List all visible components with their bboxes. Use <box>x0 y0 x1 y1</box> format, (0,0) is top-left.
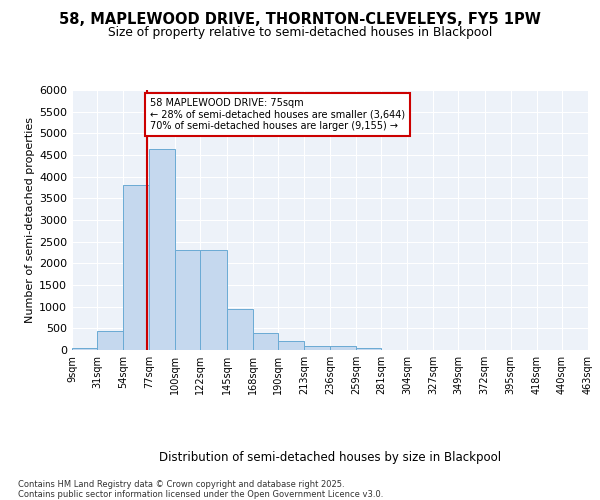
Bar <box>330 346 356 350</box>
Bar <box>227 309 253 350</box>
Bar <box>253 332 278 350</box>
Bar <box>149 148 175 350</box>
Text: 58, MAPLEWOOD DRIVE, THORNTON-CLEVELEYS, FY5 1PW: 58, MAPLEWOOD DRIVE, THORNTON-CLEVELEYS,… <box>59 12 541 28</box>
Text: Distribution of semi-detached houses by size in Blackpool: Distribution of semi-detached houses by … <box>159 451 501 464</box>
Bar <box>356 348 381 350</box>
Y-axis label: Number of semi-detached properties: Number of semi-detached properties <box>25 117 35 323</box>
Bar <box>304 346 330 350</box>
Text: 58 MAPLEWOOD DRIVE: 75sqm
← 28% of semi-detached houses are smaller (3,644)
70% : 58 MAPLEWOOD DRIVE: 75sqm ← 28% of semi-… <box>150 98 405 131</box>
Bar <box>200 250 227 350</box>
Text: Size of property relative to semi-detached houses in Blackpool: Size of property relative to semi-detach… <box>108 26 492 39</box>
Bar <box>175 250 200 350</box>
Bar <box>72 348 97 350</box>
Text: Contains HM Land Registry data © Crown copyright and database right 2025.
Contai: Contains HM Land Registry data © Crown c… <box>18 480 383 499</box>
Bar <box>278 342 304 350</box>
Bar <box>97 330 123 350</box>
Bar <box>123 186 149 350</box>
